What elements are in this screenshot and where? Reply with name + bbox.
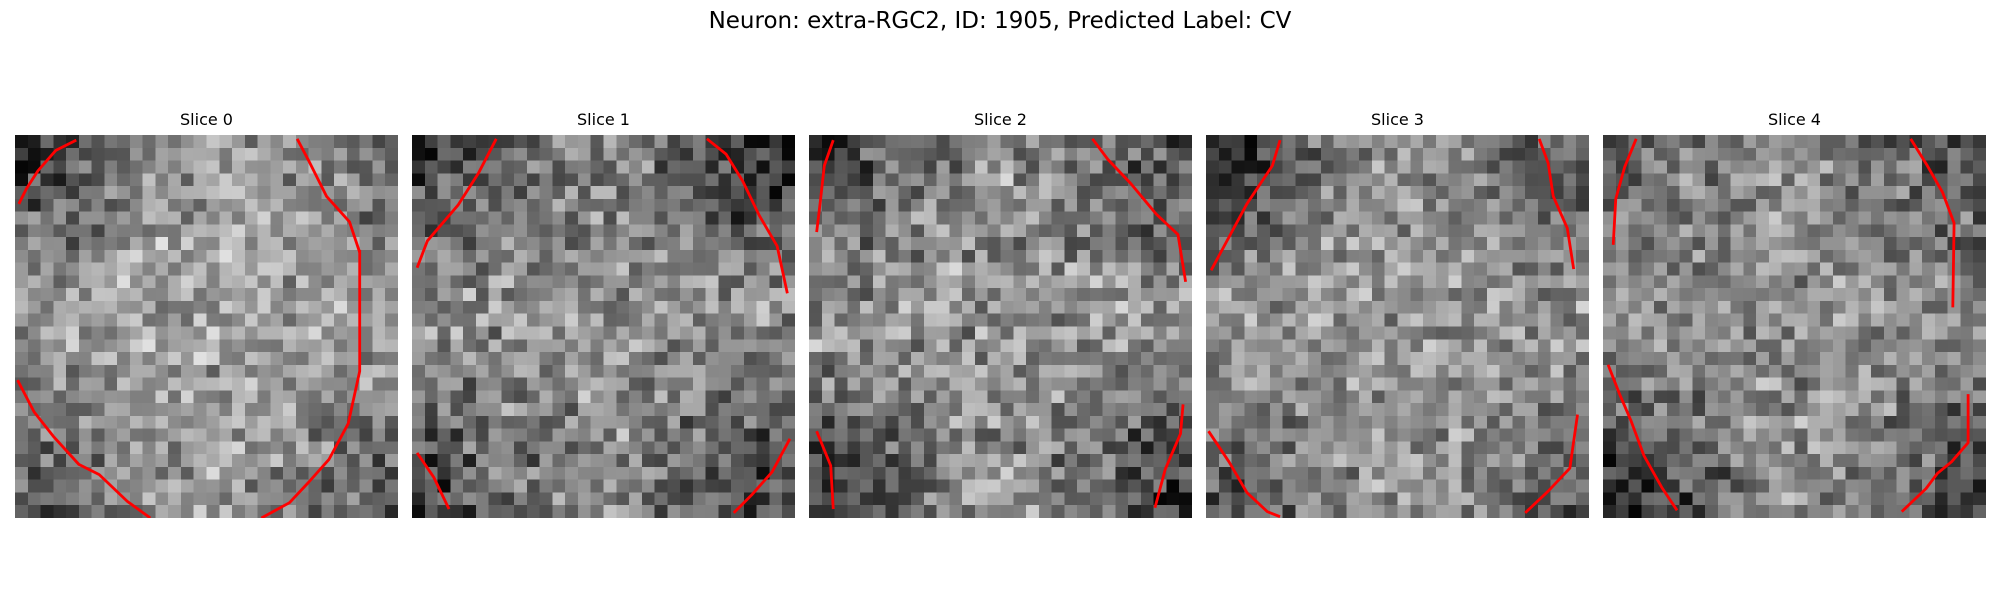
contour-line-3-0	[1209, 139, 1282, 271]
slice-panel-2: Slice 2	[809, 108, 1192, 518]
slice-image-4	[1603, 135, 1986, 518]
contour-line-0-3	[16, 379, 152, 518]
slice-image-0	[15, 135, 398, 518]
slice-image-1	[412, 135, 795, 518]
contour-line-1-1	[706, 137, 789, 294]
slice-title-0: Slice 0	[180, 110, 233, 129]
slice-title-4: Slice 4	[1768, 110, 1821, 129]
contour-line-3-2	[1207, 430, 1281, 518]
contour-line-2-0	[815, 139, 835, 233]
contour-line-3-3	[1524, 414, 1579, 514]
slice-panel-4: Slice 4	[1603, 108, 1986, 518]
contour-line-0-2	[260, 249, 362, 518]
figure-title: Neuron: extra-RGC2, ID: 1905, Predicted …	[708, 8, 1292, 34]
slice-image-3	[1206, 135, 1589, 518]
slice-panel-3: Slice 3	[1206, 108, 1589, 518]
contour-line-0-0	[17, 138, 77, 205]
contour-line-2-2	[815, 430, 835, 510]
contour-line-2-1	[1091, 137, 1188, 283]
slice-panel-0: Slice 0	[15, 108, 398, 518]
slice-title-3: Slice 3	[1371, 110, 1424, 129]
contour-line-4-1	[1909, 138, 1956, 308]
slice-panel-1: Slice 1	[412, 108, 795, 518]
slice-title-2: Slice 2	[974, 110, 1027, 129]
contour-line-3-1	[1537, 138, 1576, 270]
contour-line-1-2	[415, 452, 451, 510]
contour-line-2-3	[1153, 404, 1185, 509]
slice-image-2	[809, 135, 1192, 518]
contour-line-1-0	[415, 138, 498, 269]
slice-title-1: Slice 1	[577, 110, 630, 129]
contour-line-1-3	[732, 438, 792, 514]
contour-line-4-2	[1606, 364, 1679, 512]
contour-line-4-0	[1611, 138, 1638, 245]
contour-line-0-1	[295, 138, 362, 253]
contour-line-4-3	[1900, 394, 1970, 513]
